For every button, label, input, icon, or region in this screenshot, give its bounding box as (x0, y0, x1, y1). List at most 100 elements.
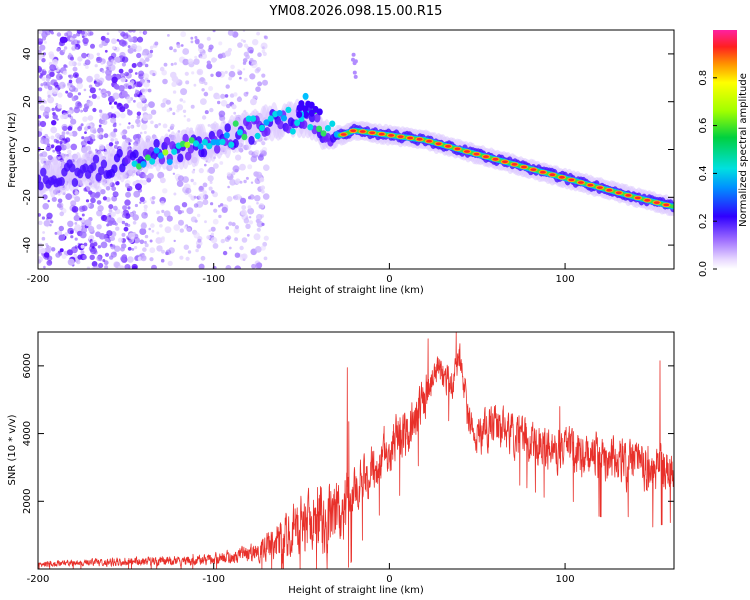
spectrogram-noise-dot (243, 179, 247, 184)
spectrogram-noise-dot (110, 117, 117, 124)
spectrogram-noise-dot (124, 264, 131, 269)
spectrogram-noise-dot (100, 241, 108, 249)
spectrogram-ridge-core (100, 159, 108, 169)
spectrogram-noise-dot (193, 181, 197, 186)
spectrogram-noise-dot (85, 199, 90, 203)
spectrogram-noise-dot (134, 72, 138, 75)
spectrogram-noise-dot (86, 266, 91, 269)
spectrogram-noise-dot (105, 73, 113, 81)
spectrogram-noise-dot (40, 136, 45, 141)
spectrogram-noise-dot (132, 221, 137, 225)
spectrogram-noise-dot (110, 138, 114, 142)
spectrogram-noise-dot (234, 265, 242, 269)
spectrogram-ridge-blob (298, 100, 305, 108)
spectrogram-noise-dot (206, 235, 211, 240)
spectrogram-noise-dot (108, 240, 111, 243)
spectrogram-noise-dot (248, 220, 254, 225)
spectrogram-noise-dot (149, 247, 156, 254)
spectrogram-noise-dot (257, 81, 263, 87)
spectrogram-noise-dot (143, 240, 147, 244)
spectrogram-noise-dot (83, 88, 87, 92)
spectrogram-noise-dot (167, 260, 173, 266)
spectrogram-noise-dot (50, 135, 55, 140)
spectrogram-noise-dot (148, 227, 151, 231)
spectrogram-ridge-blob (184, 141, 191, 148)
spectrogram-noise-dot (111, 76, 118, 84)
spectrogram-noise-dot (77, 56, 83, 62)
spectrogram-noise-dot (113, 101, 118, 105)
spectrogram-noise-dot (96, 134, 102, 139)
spectrogram-noise-dot (120, 112, 126, 119)
spectrogram-noise-dot (184, 71, 189, 76)
spectrogram-ridge-blob (308, 109, 315, 117)
spectrogram-noise-dot (177, 175, 184, 182)
spectrogram-noise-dot (75, 77, 83, 85)
spectrogram-noise-dot (199, 77, 205, 82)
spectrogram-ridge-blob (201, 138, 208, 146)
spectrogram-noise-dot (221, 206, 228, 213)
spectrogram-noise-dot (191, 170, 195, 174)
spectrogram-noise-dot (161, 69, 167, 76)
spectrogram-noise-dot (99, 131, 103, 135)
spectrogram-noise-dot (64, 232, 69, 237)
spectrogram-noise-dot (128, 122, 131, 125)
spectrogram-noise-dot (71, 130, 78, 137)
spectrogram-noise-dot (233, 92, 238, 97)
spectrogram-noise-dot (113, 128, 118, 133)
spectrogram-noise-dot (42, 55, 45, 58)
spectrogram-noise-dot (151, 264, 157, 269)
spectrogram-noise-dot (170, 62, 174, 66)
spectrogram-ridge-core (38, 174, 42, 184)
spectrogram-noise-dot (204, 110, 209, 115)
spectrogram-noise-dot (128, 30, 133, 33)
spectrogram-noise-dot (149, 239, 153, 243)
spectrogram-noise-dot (58, 225, 64, 232)
spectrogram-noise-dot (38, 259, 42, 264)
spectrogram-noise-dot (43, 265, 46, 269)
spectrogram-ridge-peak (663, 203, 670, 207)
spectrogram-noise-dot (74, 245, 79, 249)
spectrogram-noise-dot (206, 60, 211, 65)
spectrogram-noise-dot (220, 238, 225, 244)
spectrogram-noise-dot (43, 81, 48, 86)
snr-x-ticks: -200 -100 0 100 (27, 563, 575, 585)
spectrogram-noise-dot (98, 109, 103, 113)
spectrogram-noise-dot (39, 105, 46, 111)
spectrogram-noise-dot (172, 172, 176, 175)
spectrogram-ridge-peak (587, 183, 594, 187)
spectrogram-noise-dot (144, 212, 147, 216)
spectrogram-noise-dot (212, 243, 219, 249)
spectrogram-noise-dot (207, 175, 214, 182)
spectrogram-noise-dot (250, 61, 258, 69)
spectrogram-noise-dot (118, 85, 125, 92)
spectrogram-x-tick-label: 100 (556, 274, 575, 285)
spectrogram-noise-dot (133, 99, 136, 103)
spectrogram-noise-dot (62, 70, 68, 76)
snr-x-tick-label: -100 (202, 574, 225, 585)
spectrogram-ridge-blob (294, 119, 301, 127)
spectrogram-noise-dot (133, 190, 141, 198)
spectrogram-noise-dot (121, 90, 128, 97)
spectrogram-noise-dot (203, 91, 209, 97)
spectrogram-noise-dot (231, 171, 236, 176)
spectrogram-noise-dot (173, 239, 176, 243)
spectrogram-noise-dot (183, 115, 186, 118)
spectrogram-ridge-blob (259, 124, 265, 132)
spectrogram-noise-dot (262, 51, 267, 57)
spectrogram-noise-dot (173, 192, 177, 196)
spectrogram-noise-dot (106, 32, 110, 35)
spectrogram-noise-dot (121, 40, 128, 47)
spectrogram-noise-dot (86, 100, 93, 107)
spectrogram-noise-dot (124, 213, 131, 219)
spectrogram-noise-dot (85, 65, 89, 69)
spectrogram-noise-dot (160, 177, 166, 184)
spectrogram-noise-dot (121, 220, 126, 225)
spectrogram-noise-dot (190, 36, 194, 40)
spectrogram-ridge-peak (521, 165, 527, 169)
spectrogram-noise-dot (216, 95, 221, 100)
spectrogram-noise-dot (67, 258, 75, 266)
spectrogram-noise-dot (250, 155, 258, 163)
spectrogram-noise-dot (51, 107, 55, 112)
spectrogram-noise-dot (219, 161, 224, 165)
spectrogram-noise-dot (114, 56, 121, 63)
